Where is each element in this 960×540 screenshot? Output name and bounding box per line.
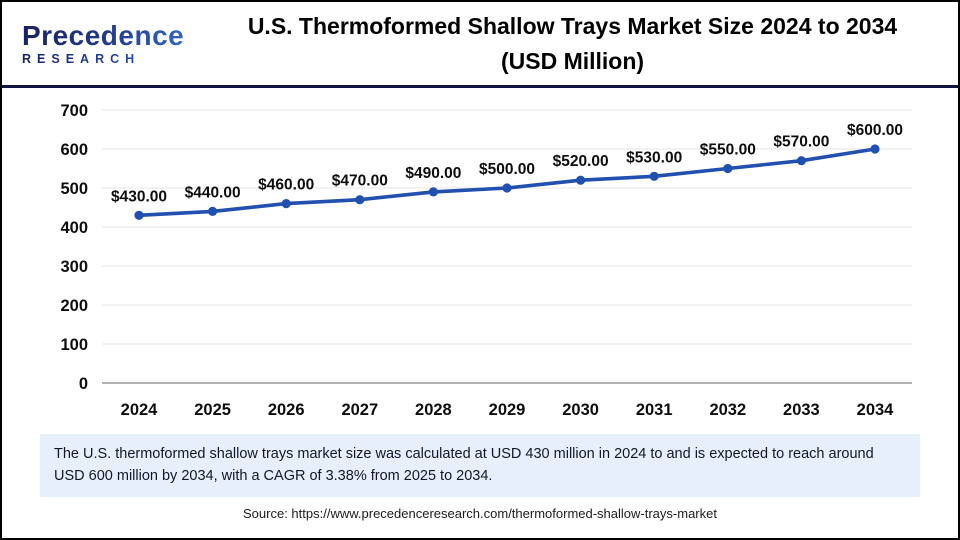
data-label: $530.00 <box>626 149 682 166</box>
y-tick-label: 700 <box>60 102 88 120</box>
x-tick-label: 2030 <box>562 401 599 419</box>
source-citation: Source: https://www.precedenceresearch.c… <box>243 505 717 521</box>
y-tick-label: 100 <box>60 336 88 354</box>
x-tick-label: 2025 <box>194 401 231 419</box>
data-point <box>208 206 218 216</box>
data-point <box>870 144 880 154</box>
data-point <box>576 175 586 185</box>
y-tick-label: 600 <box>60 141 88 159</box>
y-axis-tick-labels: 0 100 200 300 400 500 600 700 <box>60 102 88 393</box>
data-label: $570.00 <box>773 134 829 151</box>
y-tick-label: 0 <box>79 375 88 393</box>
data-point <box>355 195 365 205</box>
x-tick-label: 2031 <box>636 401 673 419</box>
chart-title: U.S. Thermoformed Shallow Trays Market S… <box>217 9 958 78</box>
data-label: $460.00 <box>258 177 314 194</box>
chart-area: 0 100 200 300 400 500 600 700 2024 2025 2026 2027 20… <box>2 88 958 428</box>
data-point <box>502 183 512 193</box>
header: Precedence RESEARCH U.S. Thermoformed Sh… <box>2 2 958 88</box>
data-label: $500.00 <box>479 161 535 178</box>
x-tick-label: 2029 <box>489 401 526 419</box>
logo-brand-text: Precedence <box>22 21 217 50</box>
data-point <box>281 199 291 209</box>
y-tick-label: 500 <box>60 180 88 198</box>
data-label: $440.00 <box>185 184 241 201</box>
data-point <box>796 156 807 166</box>
data-label: $550.00 <box>700 142 756 159</box>
data-point <box>134 210 144 220</box>
x-tick-label: 2027 <box>341 401 378 419</box>
y-tick-label: 300 <box>60 258 88 276</box>
data-label: $470.00 <box>332 173 388 190</box>
x-tick-label: 2024 <box>121 401 159 419</box>
x-tick-label: 2034 <box>857 401 895 419</box>
summary-note: The U.S. thermoformed shallow trays mark… <box>40 434 920 497</box>
x-axis-tick-labels: 2024 2025 2026 2027 2028 2029 2030 2031 2032 2033… <box>121 401 895 419</box>
chart-title-line2: (USD Million) <box>500 47 645 74</box>
y-tick-label: 200 <box>60 297 88 315</box>
summary-note-text: The U.S. thermoformed shallow trays mark… <box>54 446 874 485</box>
data-point <box>428 187 438 197</box>
brand-logo: Precedence RESEARCH <box>2 21 217 66</box>
data-point <box>723 163 733 174</box>
data-point <box>649 171 659 181</box>
data-label: $600.00 <box>847 122 903 139</box>
x-tick-label: 2032 <box>709 401 746 419</box>
data-label: $430.00 <box>111 188 167 205</box>
data-label: $520.00 <box>553 153 609 170</box>
x-tick-label: 2026 <box>268 401 305 419</box>
chart-title-line1: U.S. Thermoformed Shallow Trays Market S… <box>247 13 898 39</box>
x-tick-label: 2028 <box>415 401 452 419</box>
y-tick-label: 400 <box>60 219 88 237</box>
data-label: $490.00 <box>405 165 461 182</box>
series-line <box>137 147 877 218</box>
data-labels: $430.00 $440.00 $460.00 $470.00 $490.00 $500.… <box>111 122 903 205</box>
data-points <box>134 144 880 220</box>
x-tick-label: 2033 <box>783 401 820 419</box>
logo-sub-text: RESEARCH <box>22 53 217 66</box>
gridlines <box>102 109 912 384</box>
